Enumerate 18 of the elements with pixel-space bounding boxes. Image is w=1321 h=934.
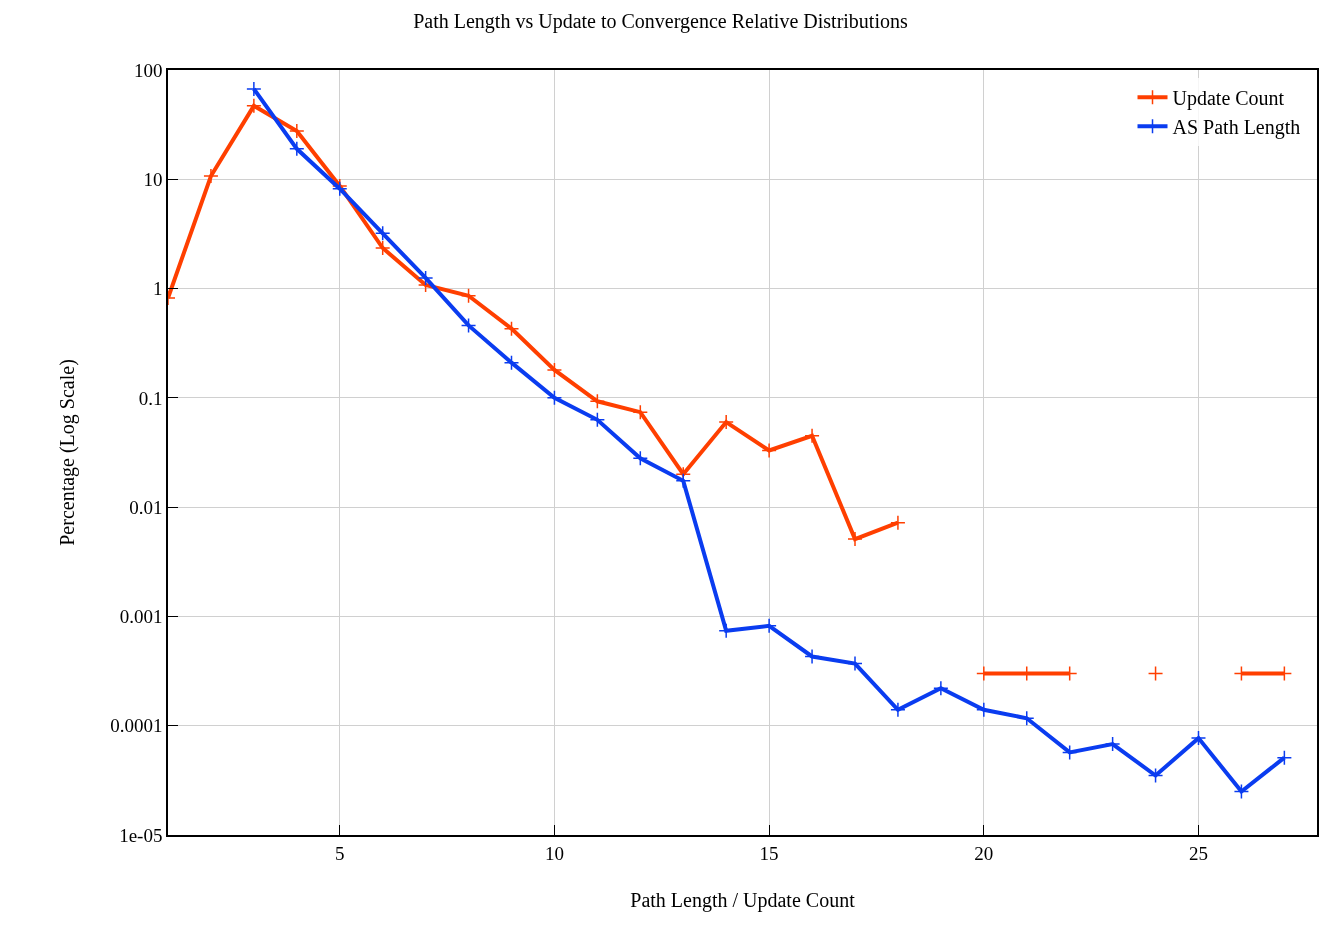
legend-label: AS Path Length [1172,115,1301,139]
y-tick-label: 1 [152,278,163,300]
legend-label: Update Count [1172,86,1285,110]
chart-title: Path Length vs Update to Convergence Relative Distributions [413,10,908,34]
y-tick-label: 0.1 [138,387,163,409]
y-tick-label: 10 [143,168,163,190]
x-tick-label: 20 [974,842,994,864]
x-tick-label: 5 [335,842,345,864]
y-tick-label: 0.0001 [110,715,163,737]
y-tick-label: 0.001 [119,606,163,628]
y-tick-label: 1e-05 [119,824,163,846]
y-tick-label: 0.01 [129,496,163,518]
y-tick-label: 100 [133,59,163,81]
y-axis-title: Percentage (Log Scale) [56,359,80,546]
x-tick-label: 25 [1188,842,1208,864]
x-axis-title: Path Length / Update Count [630,888,856,912]
x-tick-label: 10 [544,842,564,864]
x-tick-label: 15 [759,842,779,864]
